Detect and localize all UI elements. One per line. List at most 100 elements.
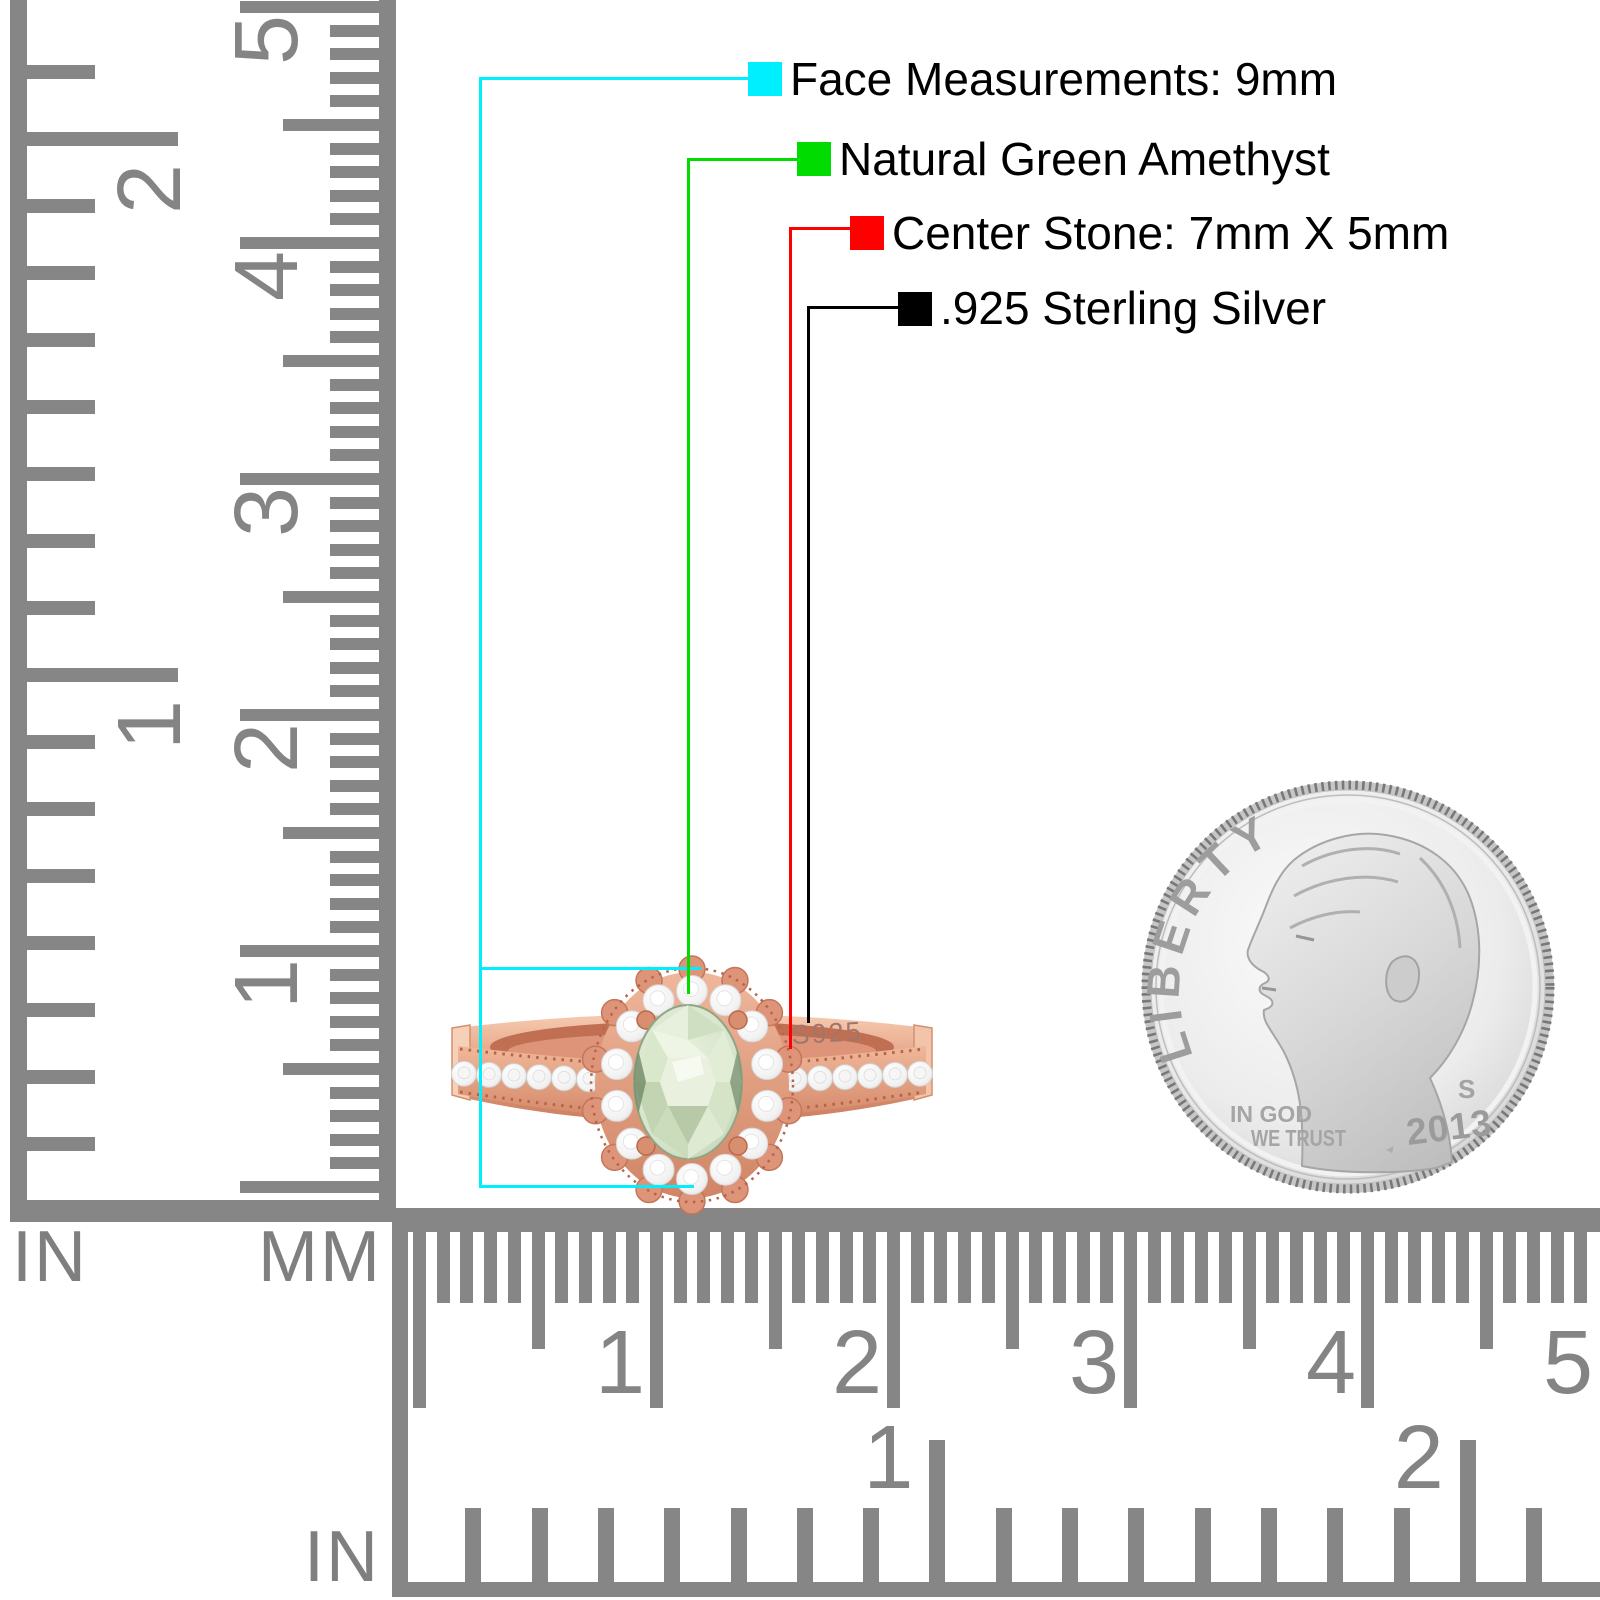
hruler-mm-tick: [768, 1232, 782, 1349]
hruler-inch-tick: [664, 1508, 681, 1582]
vruler-mm-tick: [330, 1039, 379, 1052]
vruler-mm-tick: [330, 260, 379, 273]
vruler-mm-tick: [330, 378, 379, 391]
hruler-inch-tick: [1128, 1508, 1145, 1582]
hruler-mm-tick: [721, 1232, 735, 1303]
pave-stone-facet: [888, 1067, 902, 1081]
pave-stone-facet: [582, 1071, 596, 1085]
vruler-inch-tick: [27, 132, 178, 146]
hruler-mm-tick: [1408, 1232, 1422, 1303]
prong: [728, 1136, 748, 1156]
pave-stone-facet: [482, 1067, 496, 1081]
hruler-mm-tick: [1432, 1232, 1446, 1303]
hruler-mm-tick: [1195, 1232, 1209, 1303]
vruler-inch-tick: [27, 1204, 178, 1218]
vruler-mm-tick: [330, 921, 379, 934]
hruler-cm-number: 2: [831, 1312, 883, 1413]
hruler-mm-tick: [650, 1232, 663, 1408]
vruler-mm-tick: [330, 874, 379, 887]
hruler-mm-tick: [626, 1232, 640, 1303]
vruler-inch-tick: [27, 601, 95, 615]
halo-stone-facet: [716, 990, 733, 1007]
vruler-mm-tick: [330, 166, 379, 179]
hruler-mm-tick: [839, 1232, 853, 1303]
vruler-inch-tick: [27, 65, 95, 79]
vertical-ruler-inch-unit-label: IN: [12, 1217, 88, 1297]
halo-stone-facet: [758, 1095, 775, 1112]
halo-stone-facet: [758, 1054, 775, 1071]
hruler-top-edge: [392, 1208, 1600, 1232]
coin-reeding: [1141, 780, 1555, 1194]
vruler-inch-tick: [27, 869, 95, 883]
vruler-mm-tick: [283, 355, 379, 367]
prong: [728, 1010, 748, 1030]
hruler-cm-number: 1: [594, 1312, 646, 1413]
hruler-inch-tick: [1327, 1508, 1344, 1582]
hruler-mm-tick: [1361, 1232, 1374, 1408]
vruler-mm-tick: [330, 496, 379, 509]
halo-stone-facet: [607, 1054, 624, 1071]
hruler-mm-tick: [1029, 1232, 1043, 1303]
hruler-mm-tick: [1218, 1232, 1232, 1303]
hruler-mm-tick: [910, 1232, 924, 1303]
halo-stone-facet: [622, 1016, 639, 1033]
vruler-mm-tick: [330, 567, 379, 580]
vruler-mm-tick: [330, 1086, 379, 1099]
vruler-mm-tick: [330, 95, 379, 108]
vruler-mm-tick: [330, 425, 379, 438]
eye-mouth-marks: [1261, 934, 1315, 992]
prong: [636, 1136, 656, 1156]
coin-designer-initials: [1386, 1146, 1394, 1153]
vruler-inch-tick: [27, 467, 95, 481]
hruler-inch-tick: [1459, 1440, 1476, 1582]
hruler-mm-tick: [981, 1232, 995, 1303]
hruler-mm-tick: [460, 1232, 474, 1303]
vruler-mm-tick: [330, 520, 379, 533]
vruler-inch-tick: [27, 266, 95, 280]
hruler-inch-number: 1: [863, 1407, 914, 1508]
vruler-mm-tick: [330, 732, 379, 745]
halo-stone-facet: [683, 981, 699, 997]
bottom-ruler-inch-unit-label: IN: [304, 1517, 380, 1597]
hruler-inch-tick: [531, 1508, 548, 1582]
vruler-inch-tick: [27, 1003, 95, 1017]
hruler-mm-tick: [1503, 1232, 1517, 1303]
hruler-inch-tick: [1194, 1508, 1211, 1582]
vruler-inch-tick: [27, 936, 95, 950]
vruler-mm-tick: [330, 1157, 379, 1170]
hruler-inch-tick: [796, 1508, 813, 1582]
vruler-inch-tick: [27, 735, 95, 749]
pave-stone-facet: [507, 1068, 521, 1082]
hruler-mm-tick: [863, 1232, 877, 1303]
pave-stone-facet: [788, 1071, 802, 1085]
vruler-mm-tick: [330, 449, 379, 462]
vruler-inch-tick: [27, 1070, 95, 1084]
vruler-mm-tick: [330, 992, 379, 1005]
vruler-mm-tick: [330, 1015, 379, 1028]
hruler-mm-tick: [1384, 1232, 1398, 1303]
hruler-mm-tick: [1052, 1232, 1066, 1303]
hruler-mm-tick: [815, 1232, 829, 1303]
vruler-mm-tick: [330, 1110, 379, 1123]
halo-stone-facet: [622, 1133, 639, 1150]
halo-stone-facet: [607, 1095, 624, 1112]
vruler-mm-tick: [330, 685, 379, 698]
center-stone-facets: [634, 1005, 742, 1159]
halo-stone-facet: [649, 1159, 666, 1176]
hruler-mm-tick: [958, 1232, 972, 1303]
hair-lines: [1289, 847, 1462, 949]
hruler-inch-tick: [995, 1508, 1012, 1582]
hruler-inch-tick: [1526, 1508, 1543, 1582]
vruler-mm-tick: [330, 331, 379, 344]
vruler-mm-tick: [330, 307, 379, 320]
hruler-mm-tick: [887, 1232, 900, 1408]
ring-image: S925: [451, 955, 933, 1215]
vruler-mm-tick: [330, 142, 379, 155]
roosevelt-portrait: [1246, 832, 1481, 1174]
pave-stone-facet: [532, 1069, 546, 1083]
hruler-mm-tick: [1289, 1232, 1303, 1303]
hruler-mm-tick: [1124, 1232, 1137, 1408]
hruler-mm-tick: [1526, 1232, 1540, 1303]
hruler-cm-number: 4: [1305, 1312, 1357, 1413]
